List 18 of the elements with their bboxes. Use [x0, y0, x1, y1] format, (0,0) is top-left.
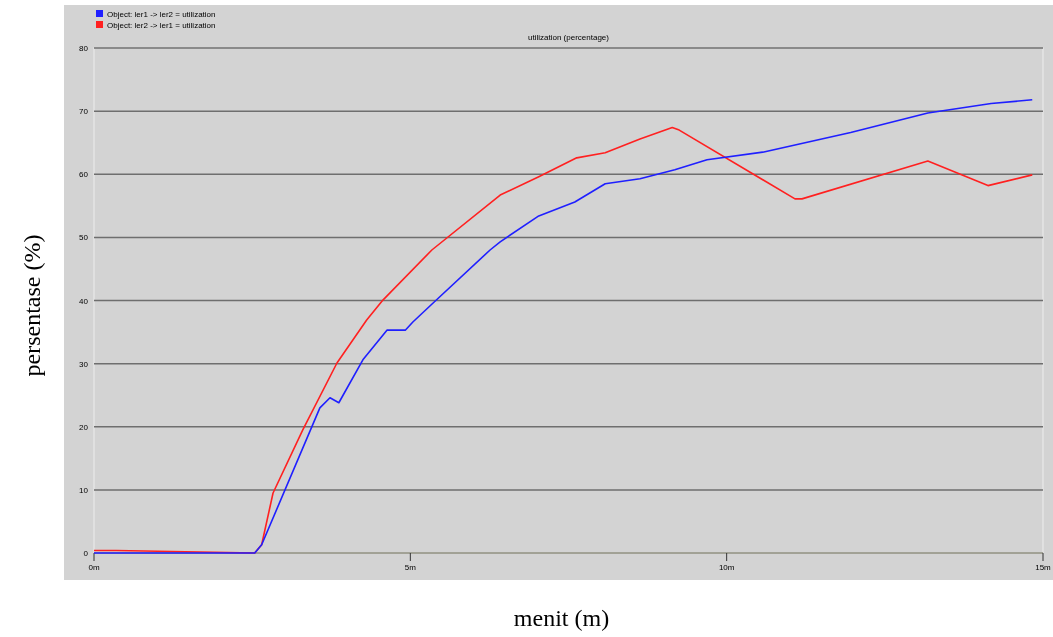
y-tick-label: 20 [79, 422, 89, 432]
y-axis-title: persentase (%) [19, 234, 45, 377]
y-tick-label: 60 [79, 170, 89, 180]
chart-title: utilization (percentage) [528, 33, 610, 42]
y-tick-label: 40 [79, 296, 89, 306]
y-tick-label: 50 [79, 233, 89, 243]
legend-label: Object: ler1 -> ler2 = utilization [107, 10, 216, 19]
y-tick-label: 80 [79, 44, 89, 53]
x-tick-label: 15m [1035, 563, 1052, 572]
x-tick-label: 5m [404, 563, 417, 572]
y-tick-label: 30 [79, 359, 89, 369]
y-tick-label: 70 [79, 107, 89, 117]
y-tick-label: 0 [83, 549, 89, 558]
y-tick-label: 10 [79, 485, 89, 495]
x-axis-title: menit (m) [513, 605, 610, 631]
x-tick-label: 0m [88, 563, 100, 572]
legend-label: Object: ler2 -> ler1 = utilization [107, 21, 216, 30]
x-tick-label: 10m [718, 563, 735, 572]
